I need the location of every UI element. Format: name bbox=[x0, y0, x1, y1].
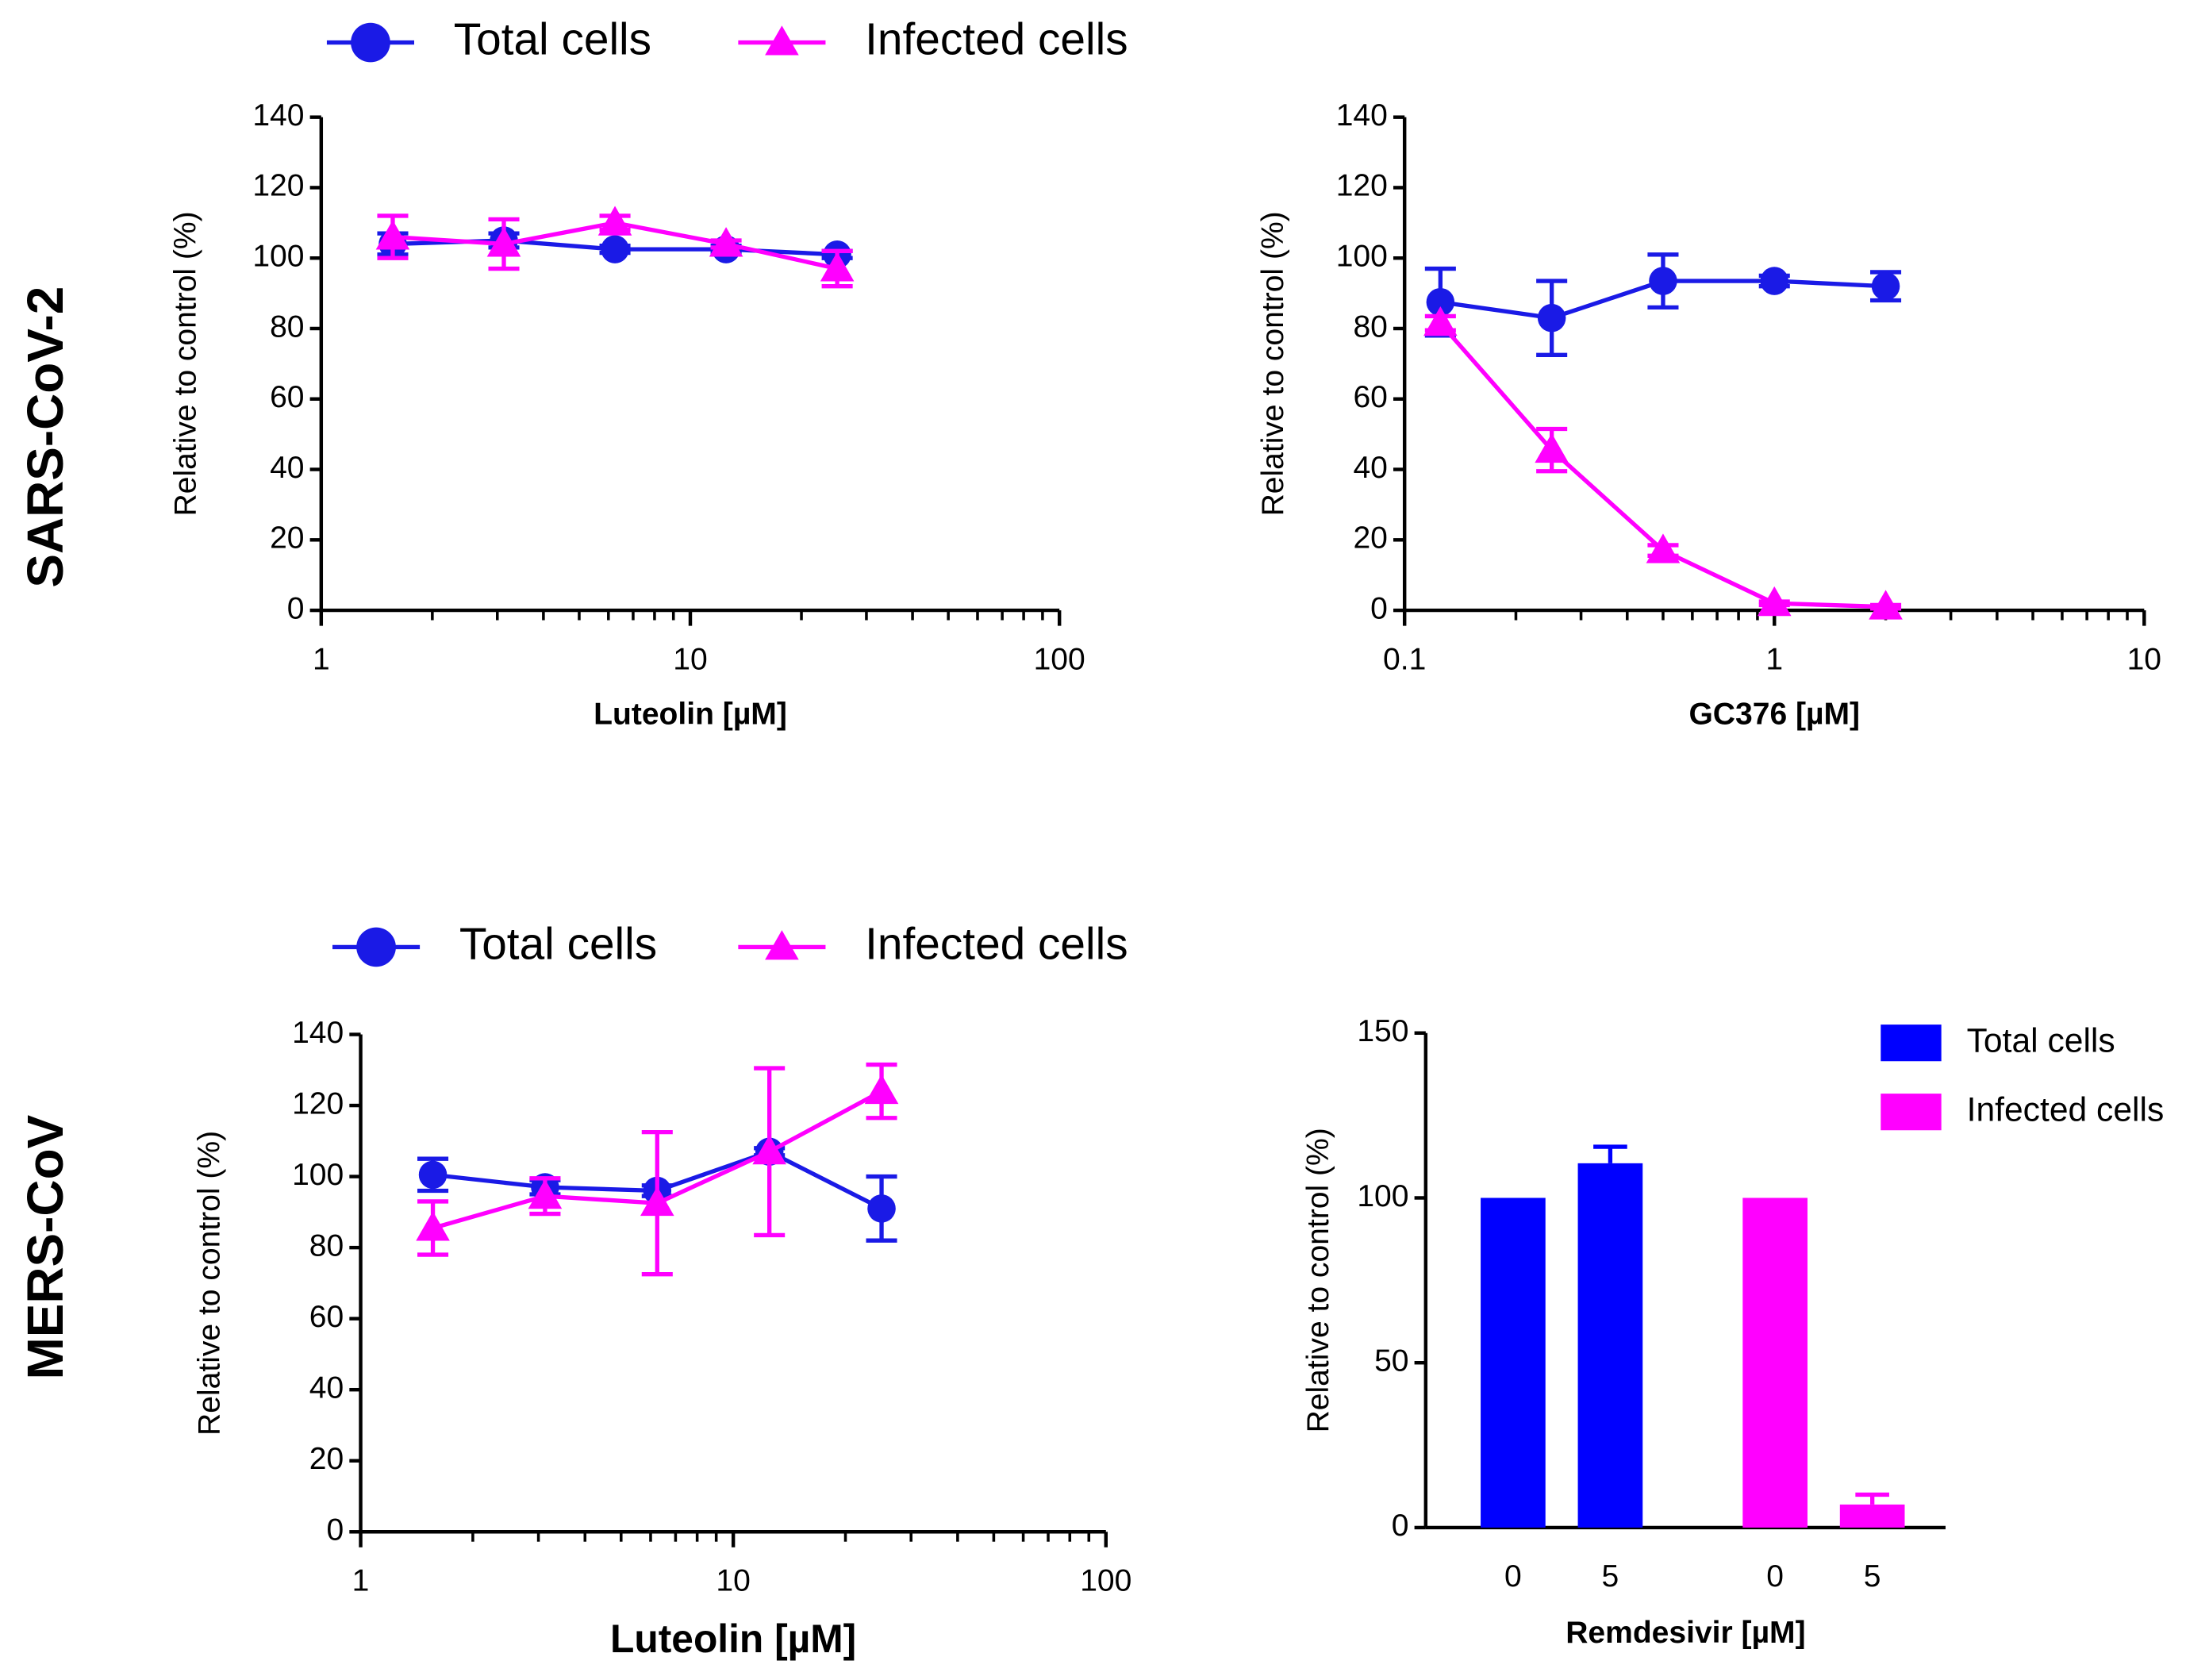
y-tick-label: 100 bbox=[292, 1158, 344, 1192]
x-axis-label: Luteolin [µM] bbox=[594, 698, 787, 732]
marker bbox=[601, 235, 629, 263]
legend-swatch bbox=[1881, 1094, 1942, 1131]
marker bbox=[1757, 586, 1792, 617]
x-tick-label: 100 bbox=[1080, 1564, 1131, 1598]
y-tick-label: 140 bbox=[1336, 98, 1388, 133]
series-line bbox=[1439, 321, 1886, 609]
row-label: MERS-CoV bbox=[17, 1114, 74, 1379]
y-tick-label: 40 bbox=[309, 1371, 344, 1405]
y-axis-label: Relative to control (%) bbox=[1301, 1128, 1335, 1432]
y-tick-label: 20 bbox=[270, 521, 304, 556]
marker bbox=[418, 1160, 448, 1190]
legend-label: Infected cells bbox=[865, 15, 1128, 65]
y-tick-label: 140 bbox=[252, 98, 304, 133]
marker bbox=[1869, 590, 1903, 620]
y-axis-label: Relative to control (%) bbox=[168, 211, 202, 516]
marker bbox=[752, 1134, 786, 1165]
x-tick-label: 5 bbox=[1864, 1559, 1881, 1594]
y-tick-label: 0 bbox=[1392, 1509, 1409, 1543]
legend-marker bbox=[765, 25, 799, 56]
y-tick-label: 120 bbox=[252, 169, 304, 203]
row-label: SARS-CoV-2 bbox=[17, 286, 74, 588]
marker bbox=[1423, 306, 1458, 336]
marker bbox=[1426, 287, 1455, 317]
x-axis-label: Luteolin [µM] bbox=[610, 1617, 856, 1661]
marker bbox=[528, 1178, 563, 1209]
y-tick-label: 120 bbox=[1336, 169, 1388, 203]
y-tick-label: 0 bbox=[327, 1513, 344, 1547]
x-tick-label: 1 bbox=[352, 1564, 370, 1598]
marker bbox=[1535, 432, 1569, 463]
x-axis-label: Remdesivir [µM] bbox=[1566, 1616, 1805, 1650]
y-tick-label: 80 bbox=[270, 309, 304, 344]
y-tick-label: 120 bbox=[292, 1086, 344, 1121]
legend-marker bbox=[351, 22, 390, 63]
y-tick-label: 80 bbox=[309, 1228, 344, 1263]
y-tick-label: 150 bbox=[1357, 1014, 1408, 1048]
legend-label: Total cells bbox=[1967, 1021, 2115, 1059]
bar bbox=[1742, 1198, 1808, 1528]
marker bbox=[375, 220, 410, 250]
error-bar bbox=[1855, 1492, 1889, 1505]
x-tick-label: 10 bbox=[716, 1564, 750, 1598]
legend-label: Infected cells bbox=[865, 919, 1128, 969]
y-tick-label: 60 bbox=[309, 1300, 344, 1334]
y-tick-label: 20 bbox=[1353, 521, 1387, 556]
marker bbox=[1649, 267, 1677, 295]
x-tick-label: 1 bbox=[313, 642, 330, 676]
marker bbox=[416, 1211, 450, 1241]
marker bbox=[820, 252, 855, 282]
marker bbox=[1537, 303, 1566, 333]
legend-marker bbox=[765, 930, 799, 960]
x-tick-label: 0 bbox=[1504, 1559, 1522, 1594]
x-tick-label: 10 bbox=[673, 642, 707, 676]
x-tick-label: 100 bbox=[1034, 642, 1085, 676]
legend-label: Infected cells bbox=[1967, 1090, 2165, 1128]
y-tick-label: 20 bbox=[309, 1442, 344, 1476]
x-tick-label: 0.1 bbox=[1383, 642, 1426, 676]
marker bbox=[1871, 271, 1900, 301]
y-tick-label: 60 bbox=[270, 380, 304, 414]
marker bbox=[1760, 267, 1789, 295]
x-axis-label: GC376 [µM] bbox=[1688, 698, 1860, 732]
y-axis-label: Relative to control (%) bbox=[193, 1131, 227, 1436]
marker bbox=[864, 1074, 899, 1105]
y-tick-label: 100 bbox=[1336, 240, 1388, 274]
marker bbox=[1646, 533, 1681, 563]
y-tick-label: 50 bbox=[1374, 1344, 1408, 1378]
y-tick-label: 60 bbox=[1353, 380, 1387, 414]
x-tick-label: 1 bbox=[1765, 642, 1783, 676]
y-tick-label: 40 bbox=[1353, 451, 1387, 485]
y-axis-label: Relative to control (%) bbox=[1256, 211, 1290, 516]
marker bbox=[486, 227, 521, 257]
bar bbox=[1577, 1163, 1643, 1528]
bar bbox=[1481, 1198, 1546, 1528]
y-tick-label: 0 bbox=[1370, 591, 1388, 625]
marker bbox=[640, 1186, 674, 1217]
y-tick-label: 140 bbox=[292, 1016, 344, 1050]
marker bbox=[867, 1194, 896, 1223]
x-tick-label: 0 bbox=[1766, 1559, 1784, 1594]
y-tick-label: 100 bbox=[1357, 1179, 1408, 1213]
marker bbox=[597, 206, 632, 236]
y-tick-label: 100 bbox=[252, 240, 304, 274]
error-bar bbox=[1593, 1144, 1627, 1163]
legend-label: Total cells bbox=[459, 919, 657, 969]
bar bbox=[1839, 1504, 1905, 1528]
x-tick-label: 10 bbox=[2127, 642, 2161, 676]
marker bbox=[709, 227, 743, 257]
y-tick-label: 80 bbox=[1353, 309, 1387, 344]
legend-marker bbox=[356, 927, 396, 967]
y-tick-label: 0 bbox=[287, 591, 305, 625]
legend-label: Total cells bbox=[454, 15, 651, 65]
y-tick-label: 40 bbox=[270, 451, 304, 485]
x-tick-label: 5 bbox=[1602, 1559, 1619, 1594]
legend-swatch bbox=[1881, 1025, 1942, 1062]
